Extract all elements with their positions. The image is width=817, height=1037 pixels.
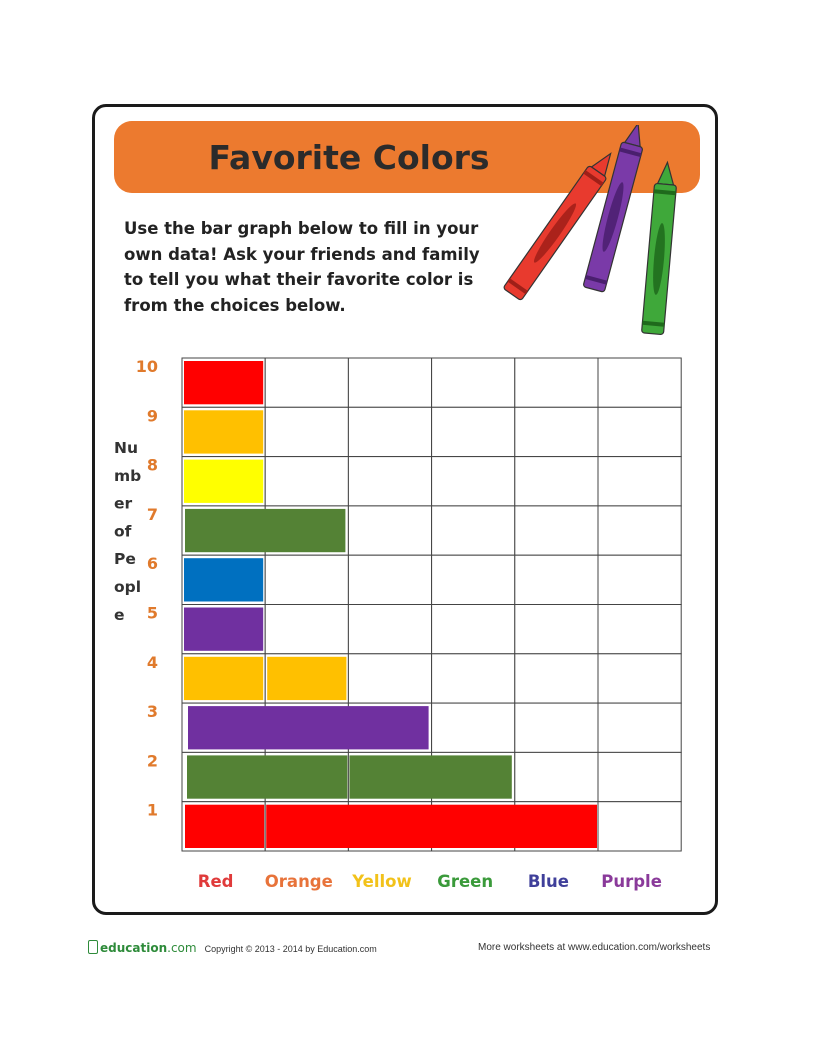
bar-row-8-cell-1 bbox=[184, 459, 264, 503]
grid-cell bbox=[431, 702, 516, 753]
x-category-labels: Red Orange Yellow Green Blue Purple bbox=[198, 872, 662, 891]
y-tick-label: 4 bbox=[147, 653, 158, 672]
y-axis-label-line: of bbox=[114, 522, 132, 540]
grid-cell bbox=[264, 456, 349, 507]
grid-cell bbox=[347, 604, 433, 655]
grid-cell bbox=[431, 653, 516, 704]
grid-cell bbox=[597, 505, 682, 556]
grid-cell bbox=[347, 357, 433, 408]
copyright-text: Copyright © 2013 - 2014 by Education.com bbox=[204, 944, 377, 954]
purple-crayon-icon bbox=[583, 125, 643, 293]
y-tick-label: 2 bbox=[147, 751, 158, 770]
grid-cell bbox=[597, 406, 682, 458]
y-tick-label: 7 bbox=[147, 505, 158, 524]
grid-cell bbox=[514, 604, 599, 655]
green-crayon-icon bbox=[641, 160, 677, 336]
bar-row-9-cell-1 bbox=[184, 410, 264, 454]
y-tick-labels: 1 2 3 4 5 6 7 8 9 10 bbox=[136, 357, 158, 820]
grid-cell bbox=[264, 554, 349, 606]
grid-cell bbox=[597, 357, 682, 408]
grid-cell bbox=[514, 456, 599, 507]
grid-cell bbox=[514, 554, 599, 606]
x-label-orange: Orange bbox=[265, 872, 333, 891]
brand-logo[interactable]: education.com bbox=[88, 940, 197, 955]
page-title: Favorite Colors bbox=[208, 138, 490, 177]
grid-cell bbox=[514, 702, 599, 753]
y-axis-label-line: e bbox=[114, 606, 125, 624]
more-worksheets-link[interactable]: More worksheets at www.education.com/wor… bbox=[478, 942, 711, 953]
grid-cell bbox=[597, 653, 682, 704]
grid-cell bbox=[264, 406, 349, 458]
bar-row-10-cell-1 bbox=[184, 361, 264, 405]
grid-cell bbox=[347, 505, 433, 556]
bar-row-7-green bbox=[185, 508, 346, 553]
grid-cell bbox=[431, 604, 516, 655]
grid-cell bbox=[347, 456, 433, 507]
crayons-illustration bbox=[503, 125, 677, 336]
y-tick-label: 3 bbox=[147, 702, 158, 721]
y-axis-label-line: Pe bbox=[114, 550, 136, 568]
grid-cell bbox=[347, 554, 433, 606]
y-tick-label: 5 bbox=[147, 604, 158, 623]
y-axis-label-line: opl bbox=[114, 578, 141, 596]
grid-cell bbox=[597, 554, 682, 606]
x-label-blue: Blue bbox=[528, 872, 569, 891]
grid-cell bbox=[597, 604, 682, 655]
bar-row-1-segment-2 bbox=[266, 804, 597, 848]
grid-cell bbox=[514, 357, 599, 408]
grid-cell bbox=[347, 406, 433, 458]
grid-cell bbox=[264, 604, 349, 655]
grid-cell bbox=[514, 505, 599, 556]
bar-row-4-cell-2 bbox=[267, 656, 347, 701]
bar-row-2-segment-1 bbox=[187, 755, 348, 799]
y-tick-label: 1 bbox=[147, 801, 158, 820]
x-label-red: Red bbox=[198, 872, 234, 891]
chart-bars bbox=[184, 361, 597, 848]
grid-cell bbox=[264, 357, 349, 408]
red-crayon-icon bbox=[503, 152, 612, 301]
grid-cell bbox=[597, 751, 682, 803]
grid-cell bbox=[514, 406, 599, 458]
grid-cell bbox=[347, 653, 433, 704]
grid-cell bbox=[431, 357, 516, 408]
bar-row-3-purple bbox=[188, 706, 429, 750]
instructions-text: Use the bar graph below to fill in your … bbox=[124, 219, 480, 315]
x-label-green: Green bbox=[437, 872, 493, 891]
y-axis-label-line: mb bbox=[114, 467, 141, 485]
y-tick-label: 9 bbox=[147, 406, 158, 425]
y-axis-label: Nu mb er of Pe opl e bbox=[114, 439, 141, 624]
bar-row-6-cell-1 bbox=[184, 558, 264, 602]
y-tick-label: 8 bbox=[147, 456, 158, 475]
bar-row-1-segment-1 bbox=[185, 804, 265, 848]
grid-cell bbox=[431, 554, 516, 606]
grid-cell bbox=[514, 751, 599, 803]
footer-copyright: education.com Copyright © 2013 - 2014 by … bbox=[88, 940, 377, 955]
bar-row-5-cell-1 bbox=[184, 607, 264, 651]
y-axis-label-line: Nu bbox=[114, 439, 138, 457]
y-axis-label-line: er bbox=[114, 495, 133, 513]
bar-row-4-cell-1 bbox=[184, 656, 264, 701]
grid-cell bbox=[431, 406, 516, 458]
grid-cell bbox=[597, 702, 682, 753]
x-label-yellow: Yellow bbox=[351, 872, 412, 891]
x-label-purple: Purple bbox=[601, 872, 662, 891]
grid-cell bbox=[597, 456, 682, 507]
y-tick-label: 6 bbox=[147, 554, 158, 573]
grid-cell bbox=[597, 801, 682, 852]
grid-cell bbox=[514, 653, 599, 704]
brand-tld: .com bbox=[167, 941, 197, 955]
book-icon bbox=[88, 940, 98, 954]
grid-cell bbox=[431, 505, 516, 556]
bar-row-2-segment-2 bbox=[349, 755, 512, 799]
grid-cell bbox=[431, 456, 516, 507]
brand-name: education bbox=[100, 941, 168, 955]
y-tick-label: 10 bbox=[136, 357, 158, 376]
